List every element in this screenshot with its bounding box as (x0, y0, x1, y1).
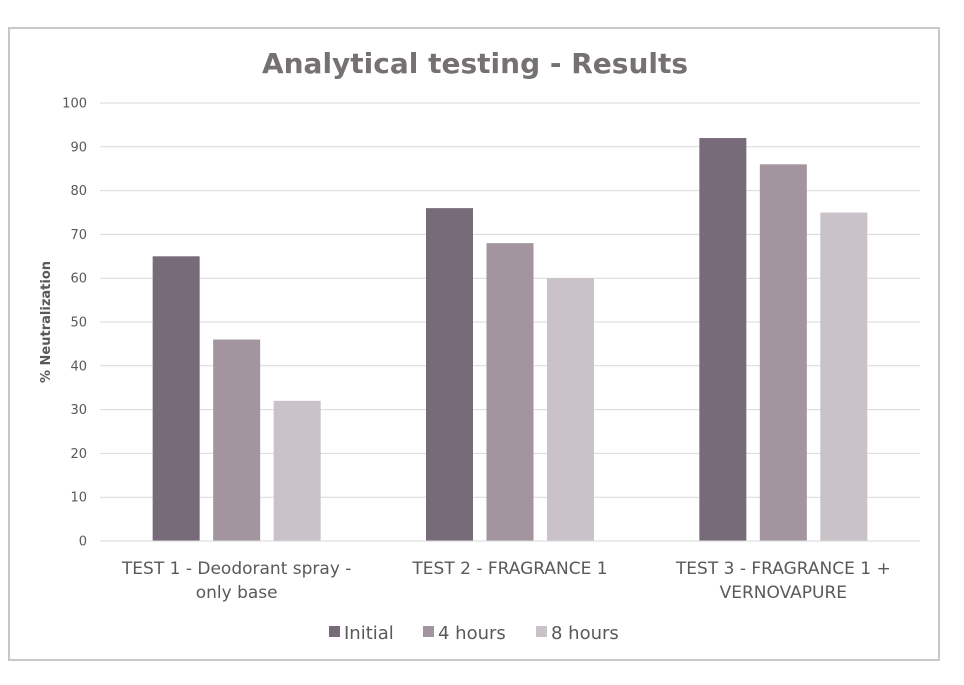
bar-4-hours-1 (213, 339, 261, 541)
x-axis-ticks: TEST 1 - Deodorant spray - only base TEST … (121, 559, 891, 603)
bar-8-hours-1 (273, 400, 321, 541)
x-tick-label: TEST 1 - Deodorant spray - (121, 559, 352, 579)
legend-label: Initial (344, 623, 394, 644)
bars (152, 138, 868, 542)
y-tick-label: 10 (70, 491, 87, 506)
y-tick-label: 70 (70, 228, 87, 243)
legend-swatch-initial (329, 626, 340, 637)
y-tick-label: 100 (62, 97, 87, 112)
legend: Initial 4 hours 8 hours (329, 623, 619, 644)
y-tick-label: 90 (70, 140, 87, 155)
legend-label: 4 hours (438, 623, 506, 644)
y-tick-label: 50 (70, 316, 87, 331)
bar-8-hours-3 (820, 212, 868, 541)
bar-4-hours-2 (486, 243, 534, 541)
y-tick-label: 20 (70, 447, 87, 462)
x-tick-label: only base (196, 583, 278, 603)
chart-title: Analytical testing - Results (262, 47, 688, 80)
bar-initial-1 (152, 256, 200, 541)
y-tick-label: 40 (70, 359, 87, 374)
bar-initial-3 (699, 138, 747, 542)
legend-swatch-8-hours (536, 626, 547, 637)
y-tick-label: 60 (70, 272, 87, 287)
x-tick-label: TEST 2 - FRAGRANCE 1 (411, 559, 607, 579)
y-tick-label: 80 (70, 184, 87, 199)
y-axis-ticks: 0 10 20 30 40 50 60 70 80 90 100 (62, 97, 87, 550)
x-tick-label: VERNOVAPURE (720, 583, 847, 603)
y-axis-label: % Neutralization (39, 261, 54, 383)
legend-swatch-4-hours (423, 626, 434, 637)
bar-8-hours-2 (547, 278, 594, 541)
y-tick-label: 0 (79, 535, 87, 550)
y-tick-label: 30 (70, 403, 87, 418)
bar-initial-2 (426, 208, 473, 541)
x-tick-label: TEST 3 - FRAGRANCE 1 + (675, 559, 891, 579)
bar-4-hours-3 (759, 164, 807, 541)
legend-label: 8 hours (551, 623, 619, 644)
